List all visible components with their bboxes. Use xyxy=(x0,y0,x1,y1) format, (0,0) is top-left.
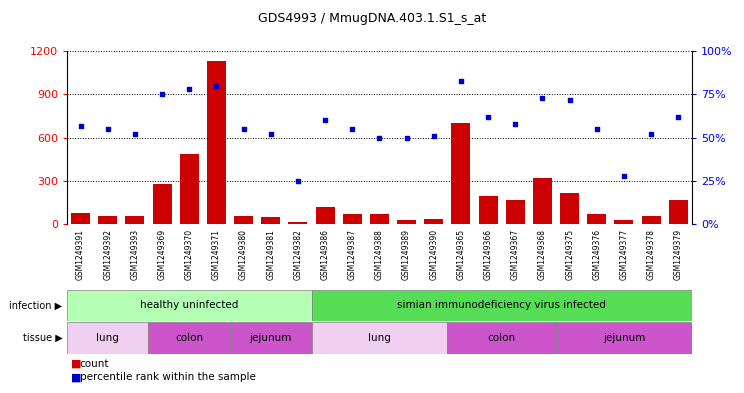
Point xyxy=(482,114,494,120)
Bar xyxy=(71,213,90,224)
Text: GSM1249386: GSM1249386 xyxy=(321,229,330,280)
Bar xyxy=(261,217,280,224)
Bar xyxy=(312,290,692,321)
Text: GSM1249375: GSM1249375 xyxy=(565,229,574,280)
Bar xyxy=(67,290,312,321)
Bar xyxy=(615,220,633,224)
Text: GSM1249370: GSM1249370 xyxy=(185,229,193,280)
Text: GSM1249367: GSM1249367 xyxy=(511,229,520,280)
Text: GSM1249377: GSM1249377 xyxy=(620,229,629,280)
Point xyxy=(292,178,304,184)
Bar xyxy=(343,214,362,224)
Bar xyxy=(641,216,661,224)
Text: GSM1249366: GSM1249366 xyxy=(484,229,493,280)
Text: GSM1249371: GSM1249371 xyxy=(212,229,221,280)
Point xyxy=(373,134,385,141)
Text: GSM1249369: GSM1249369 xyxy=(158,229,167,280)
Point xyxy=(237,126,249,132)
Text: jejunum: jejunum xyxy=(249,333,292,343)
Point xyxy=(183,86,195,92)
Bar xyxy=(149,322,230,354)
Point xyxy=(455,77,467,84)
Text: GSM1249380: GSM1249380 xyxy=(239,229,248,280)
Bar xyxy=(207,61,226,224)
Bar xyxy=(312,322,447,354)
Bar xyxy=(153,184,172,224)
Point xyxy=(346,126,358,132)
Bar xyxy=(234,216,253,224)
Point xyxy=(401,134,413,141)
Bar xyxy=(126,217,144,224)
Point xyxy=(319,117,331,123)
Bar xyxy=(397,220,416,224)
Bar xyxy=(533,178,552,224)
Bar xyxy=(230,322,312,354)
Text: GSM1249376: GSM1249376 xyxy=(592,229,601,280)
Text: jejunum: jejunum xyxy=(603,333,645,343)
Text: tissue ▶: tissue ▶ xyxy=(23,333,62,343)
Point xyxy=(564,96,576,103)
Text: infection ▶: infection ▶ xyxy=(10,300,62,310)
Bar xyxy=(478,195,498,224)
Point xyxy=(536,95,548,101)
Text: ■: ■ xyxy=(71,358,81,369)
Point xyxy=(645,131,657,138)
Text: ■: ■ xyxy=(71,372,81,382)
Bar xyxy=(315,207,335,224)
Text: simian immunodeficiency virus infected: simian immunodeficiency virus infected xyxy=(397,300,606,310)
Text: GSM1249378: GSM1249378 xyxy=(647,229,655,280)
Text: GSM1249388: GSM1249388 xyxy=(375,229,384,279)
Bar xyxy=(452,123,470,224)
Text: colon: colon xyxy=(487,333,516,343)
Bar xyxy=(67,322,149,354)
Bar xyxy=(669,200,688,224)
Point xyxy=(510,121,522,127)
Point xyxy=(156,91,168,97)
Bar xyxy=(370,214,389,224)
Point xyxy=(428,133,440,139)
Point xyxy=(129,131,141,138)
Bar xyxy=(506,200,525,224)
Bar xyxy=(560,193,579,224)
Text: GSM1249392: GSM1249392 xyxy=(103,229,112,280)
Bar xyxy=(556,322,692,354)
Text: lung: lung xyxy=(368,333,391,343)
Text: GSM1249365: GSM1249365 xyxy=(457,229,466,280)
Point xyxy=(102,126,114,132)
Bar xyxy=(289,222,307,224)
Bar xyxy=(587,214,606,224)
Point xyxy=(211,83,222,89)
Text: count: count xyxy=(80,358,109,369)
Bar xyxy=(447,322,556,354)
Point xyxy=(265,131,277,138)
Text: percentile rank within the sample: percentile rank within the sample xyxy=(80,372,255,382)
Point xyxy=(618,173,630,179)
Text: GSM1249379: GSM1249379 xyxy=(674,229,683,280)
Text: GDS4993 / MmugDNA.403.1.S1_s_at: GDS4993 / MmugDNA.403.1.S1_s_at xyxy=(258,12,486,25)
Text: GSM1249368: GSM1249368 xyxy=(538,229,547,280)
Text: colon: colon xyxy=(175,333,203,343)
Bar xyxy=(98,216,118,224)
Point xyxy=(673,114,684,120)
Bar xyxy=(424,219,443,224)
Text: GSM1249387: GSM1249387 xyxy=(347,229,357,280)
Text: lung: lung xyxy=(96,333,119,343)
Text: GSM1249382: GSM1249382 xyxy=(293,229,302,279)
Text: healthy uninfected: healthy uninfected xyxy=(140,300,238,310)
Bar xyxy=(180,154,199,224)
Text: GSM1249390: GSM1249390 xyxy=(429,229,438,280)
Point xyxy=(74,123,86,129)
Text: GSM1249393: GSM1249393 xyxy=(130,229,139,280)
Text: GSM1249391: GSM1249391 xyxy=(76,229,85,280)
Text: GSM1249381: GSM1249381 xyxy=(266,229,275,279)
Point xyxy=(591,126,603,132)
Text: GSM1249389: GSM1249389 xyxy=(402,229,411,280)
